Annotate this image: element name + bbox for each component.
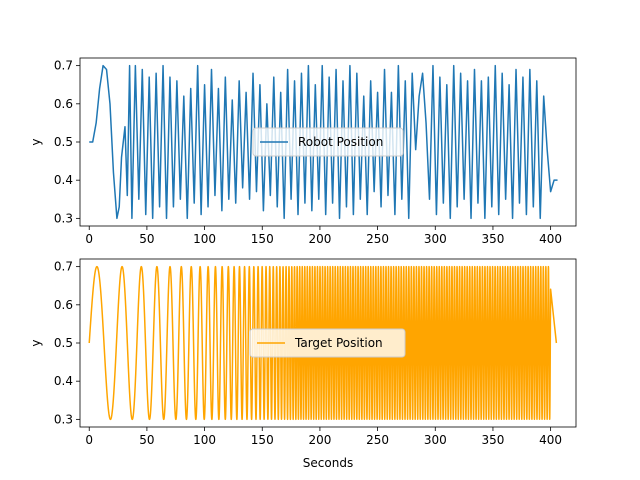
target-position-y-axis-label: y [29, 339, 43, 346]
robot-position-axes: 0 50 100 150 200 250 300 350 4000.30.40.50.60.7 … [29, 57, 577, 246]
robot-position-x-tick-label: 400 [539, 232, 562, 246]
robot-position-x-tick-label: 100 [193, 232, 216, 246]
target-position-x-tick-label: 400 [539, 433, 562, 447]
target-position-y-tick-label: 0.6 [54, 298, 73, 312]
target-position-x-tick-label: 350 [481, 433, 504, 447]
target-position-x-tick-label: 100 [193, 433, 216, 447]
target-position-plot-area [88, 265, 558, 421]
robot-position-legend-label: Robot Position [298, 135, 383, 149]
target-position-series-line [88, 265, 558, 421]
target-position-y-tick-label: 0.7 [54, 260, 73, 274]
robot-position-y-tick-label: 0.4 [54, 173, 73, 187]
robot-position-x-tick-label: 250 [366, 232, 389, 246]
robot-position-x-tick-label: 300 [424, 232, 447, 246]
target-position-x-tick-label: 250 [366, 433, 389, 447]
target-position-x-tick-label: 150 [251, 433, 274, 447]
robot-position-legend-box [252, 127, 404, 157]
target-position-legend-box [249, 328, 406, 358]
robot-position-x-tick-label: 200 [308, 232, 331, 246]
target-position-y-tick-label: 0.3 [54, 412, 73, 426]
target-position-ticks: 0 50 100 150 200 250 300 350 400 0.3 0.4 0.5 0.6 0.7 [54, 260, 562, 447]
robot-position-x-tick-label: 50 [139, 232, 154, 246]
robot-position-x-tick-label: 150 [251, 232, 274, 246]
target-position-y-tick-label: 0.4 [54, 374, 73, 388]
target-position-legend: Target Position [249, 328, 406, 358]
robot-position-legend: Robot Position [252, 127, 404, 157]
robot-position-x-tick-label: 350 [481, 232, 504, 246]
robot-position-y-tick-label: 0.6 [54, 97, 73, 111]
robot-position-ticks: 0 50 100 150 200 250 300 350 400 0.3 0.4 0.5 0.6 0.7 [54, 59, 562, 246]
x-axis-label: Seconds [303, 456, 353, 470]
target-position-x-tick-label: 300 [424, 433, 447, 447]
target-position-x-tick-label: 200 [308, 433, 331, 447]
target-position-legend-label: Target Position [294, 336, 383, 350]
robot-position-y-tick-label: 0.5 [54, 135, 73, 149]
robot-position-y-axis-label: y [29, 138, 43, 145]
target-position-x-tick-label: 0 [85, 433, 93, 447]
target-position-axes: 0 50 100 150 200 250 300 350 4000.30.40.50.60.7 … [29, 258, 577, 470]
target-position-x-tick-label: 50 [139, 433, 154, 447]
robot-position-x-tick-label: 0 [85, 232, 93, 246]
robot-position-y-tick-label: 0.7 [54, 59, 73, 73]
target-position-y-tick-label: 0.5 [54, 336, 73, 350]
robot-position-y-tick-label: 0.3 [54, 211, 73, 225]
